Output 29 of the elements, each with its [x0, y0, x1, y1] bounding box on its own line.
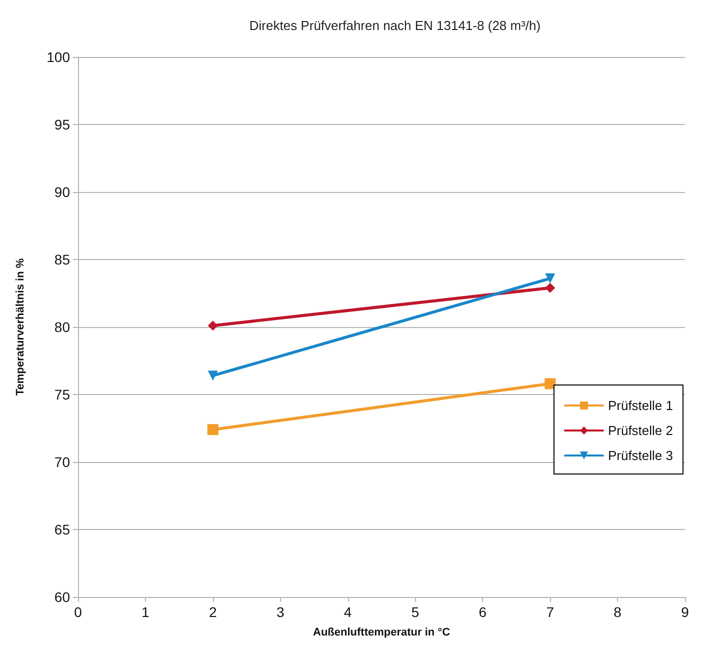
y-tick-label: 85: [54, 252, 70, 268]
point: [544, 378, 556, 390]
y-tick-label: 100: [46, 49, 70, 65]
y-tick-label: 95: [54, 116, 70, 132]
y-tick-label: 75: [54, 386, 70, 402]
x-tick-label: 9: [681, 604, 690, 620]
x-tick-label: 4: [344, 604, 352, 620]
y-tick-label: 80: [54, 319, 70, 335]
y-tick-label: 60: [54, 589, 70, 605]
point: [545, 282, 556, 293]
legend-label: Prüfstelle 2: [608, 423, 674, 438]
x-tick-label: 3: [276, 604, 284, 620]
legend-label: Prüfstelle 3: [608, 448, 674, 463]
x-axis-title: Außenlufttemperatur in °C: [312, 626, 450, 638]
y-tick-label: 90: [54, 184, 70, 200]
x-tick-label: 7: [546, 604, 554, 620]
y-tick-label: 70: [54, 454, 70, 470]
y-tick-label: 65: [54, 522, 70, 538]
point: [208, 320, 218, 331]
chart-title: Direktes Prüfverfahren nach EN 13141-8 (28 m³/h): [249, 18, 541, 33]
x-tick-label: 8: [614, 604, 622, 620]
x-tick-label: 5: [411, 604, 420, 620]
x-tick-label: 6: [478, 604, 487, 620]
x-tick-label: 2: [208, 604, 217, 620]
y-axis-title: Temperaturverhältnis in %: [14, 258, 26, 396]
point: [207, 424, 218, 436]
x-tick-label: 0: [74, 604, 82, 620]
legend-label: Prüfstelle 1: [608, 398, 674, 413]
x-tick-label: 1: [142, 604, 150, 620]
